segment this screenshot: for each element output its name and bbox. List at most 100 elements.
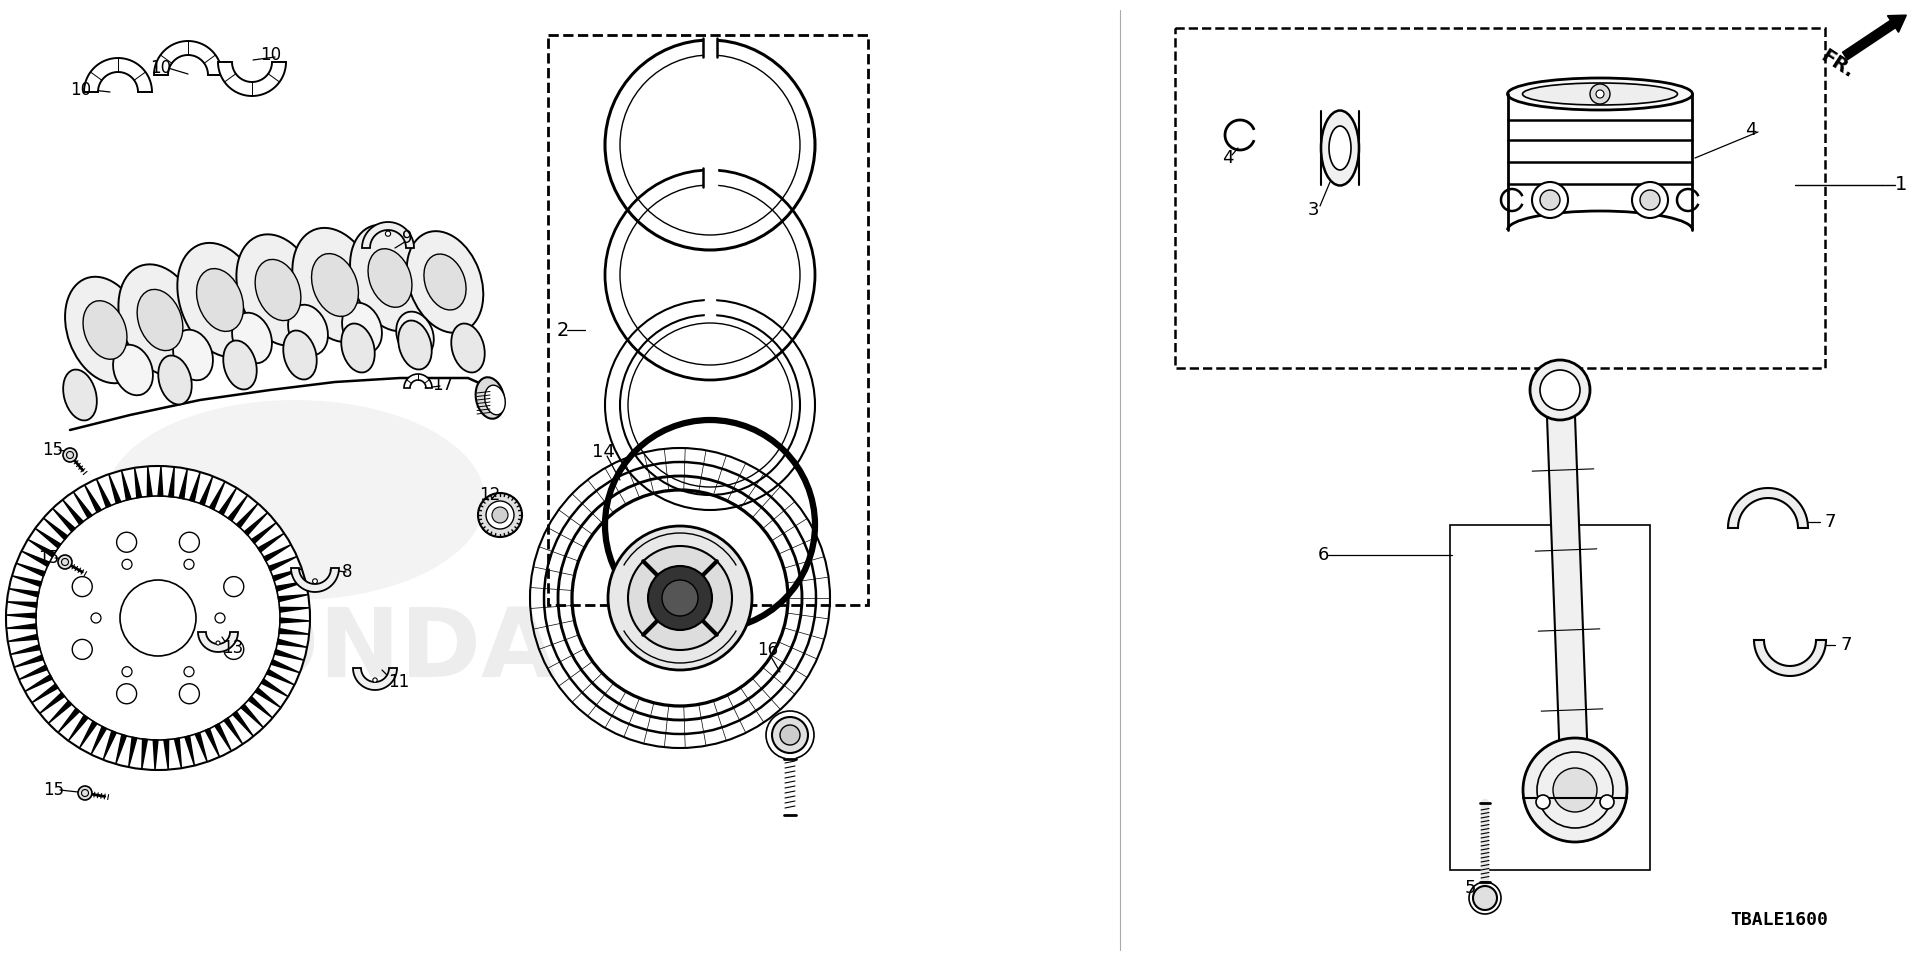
Polygon shape <box>280 618 309 623</box>
Ellipse shape <box>83 300 127 359</box>
Ellipse shape <box>65 276 144 383</box>
Circle shape <box>1536 795 1549 809</box>
Polygon shape <box>163 739 169 770</box>
Polygon shape <box>280 608 309 612</box>
Text: 6: 6 <box>1317 546 1329 564</box>
Circle shape <box>179 684 200 704</box>
Circle shape <box>1599 795 1615 809</box>
Polygon shape <box>179 468 188 499</box>
Ellipse shape <box>476 377 505 419</box>
Ellipse shape <box>1321 110 1359 185</box>
Circle shape <box>772 717 808 753</box>
Circle shape <box>492 507 509 523</box>
Ellipse shape <box>255 259 301 321</box>
Circle shape <box>225 639 244 660</box>
Circle shape <box>184 560 194 569</box>
Polygon shape <box>73 492 92 518</box>
Ellipse shape <box>1523 83 1678 105</box>
Ellipse shape <box>173 329 213 380</box>
Polygon shape <box>196 732 207 762</box>
Circle shape <box>184 666 194 677</box>
Polygon shape <box>190 472 200 501</box>
Circle shape <box>117 532 136 552</box>
Polygon shape <box>269 557 298 571</box>
Polygon shape <box>219 488 236 515</box>
Polygon shape <box>175 738 182 768</box>
Ellipse shape <box>106 400 486 600</box>
Polygon shape <box>271 660 300 673</box>
Polygon shape <box>154 740 157 770</box>
Ellipse shape <box>119 264 202 375</box>
Text: TBALE1600: TBALE1600 <box>1730 911 1828 929</box>
Polygon shape <box>148 467 152 496</box>
Circle shape <box>90 613 102 623</box>
Polygon shape <box>44 518 67 540</box>
Circle shape <box>6 466 309 770</box>
Polygon shape <box>198 632 238 652</box>
Text: 17: 17 <box>432 376 453 394</box>
Ellipse shape <box>342 302 382 353</box>
Polygon shape <box>1728 488 1809 528</box>
Polygon shape <box>8 602 36 608</box>
Circle shape <box>123 560 132 569</box>
Polygon shape <box>52 509 75 532</box>
Polygon shape <box>6 613 36 618</box>
Polygon shape <box>169 467 175 497</box>
Polygon shape <box>257 533 284 552</box>
Circle shape <box>215 641 221 645</box>
Polygon shape <box>69 715 88 741</box>
Polygon shape <box>244 513 267 535</box>
Polygon shape <box>209 482 225 510</box>
Ellipse shape <box>177 243 263 357</box>
Polygon shape <box>79 721 98 748</box>
Polygon shape <box>263 544 292 562</box>
Circle shape <box>313 579 317 584</box>
Circle shape <box>372 678 376 683</box>
Polygon shape <box>12 576 42 587</box>
Text: 16: 16 <box>756 641 778 659</box>
Polygon shape <box>58 708 79 732</box>
Polygon shape <box>219 62 286 96</box>
Text: 5: 5 <box>1465 879 1476 897</box>
Ellipse shape <box>1507 78 1693 110</box>
Circle shape <box>1632 182 1668 218</box>
Polygon shape <box>84 485 102 513</box>
Polygon shape <box>261 679 288 697</box>
Text: 8: 8 <box>342 563 353 581</box>
Ellipse shape <box>136 289 182 350</box>
Circle shape <box>225 577 244 596</box>
Polygon shape <box>252 522 276 543</box>
Text: 3: 3 <box>1308 201 1319 219</box>
Ellipse shape <box>397 321 432 370</box>
Ellipse shape <box>232 313 273 363</box>
Polygon shape <box>1755 640 1826 676</box>
Polygon shape <box>215 724 232 751</box>
Circle shape <box>1590 84 1611 104</box>
Circle shape <box>1553 768 1597 812</box>
Text: 1: 1 <box>1895 176 1907 195</box>
Text: 13: 13 <box>223 639 244 657</box>
Ellipse shape <box>451 324 484 372</box>
Polygon shape <box>1546 390 1590 790</box>
Circle shape <box>73 577 92 596</box>
Polygon shape <box>15 564 44 576</box>
Circle shape <box>1530 360 1590 420</box>
Polygon shape <box>205 729 219 757</box>
Circle shape <box>1640 190 1661 210</box>
Ellipse shape <box>63 370 96 420</box>
Polygon shape <box>63 499 83 524</box>
Polygon shape <box>134 468 142 498</box>
Ellipse shape <box>396 312 434 358</box>
Polygon shape <box>184 736 194 765</box>
Circle shape <box>1596 90 1603 98</box>
Polygon shape <box>10 645 40 655</box>
Polygon shape <box>276 582 305 591</box>
Polygon shape <box>121 470 131 500</box>
Polygon shape <box>267 669 294 684</box>
Circle shape <box>119 580 196 656</box>
Text: 7: 7 <box>1839 636 1851 654</box>
Polygon shape <box>115 734 127 764</box>
Polygon shape <box>40 693 65 713</box>
Ellipse shape <box>236 234 319 346</box>
Polygon shape <box>33 684 58 703</box>
